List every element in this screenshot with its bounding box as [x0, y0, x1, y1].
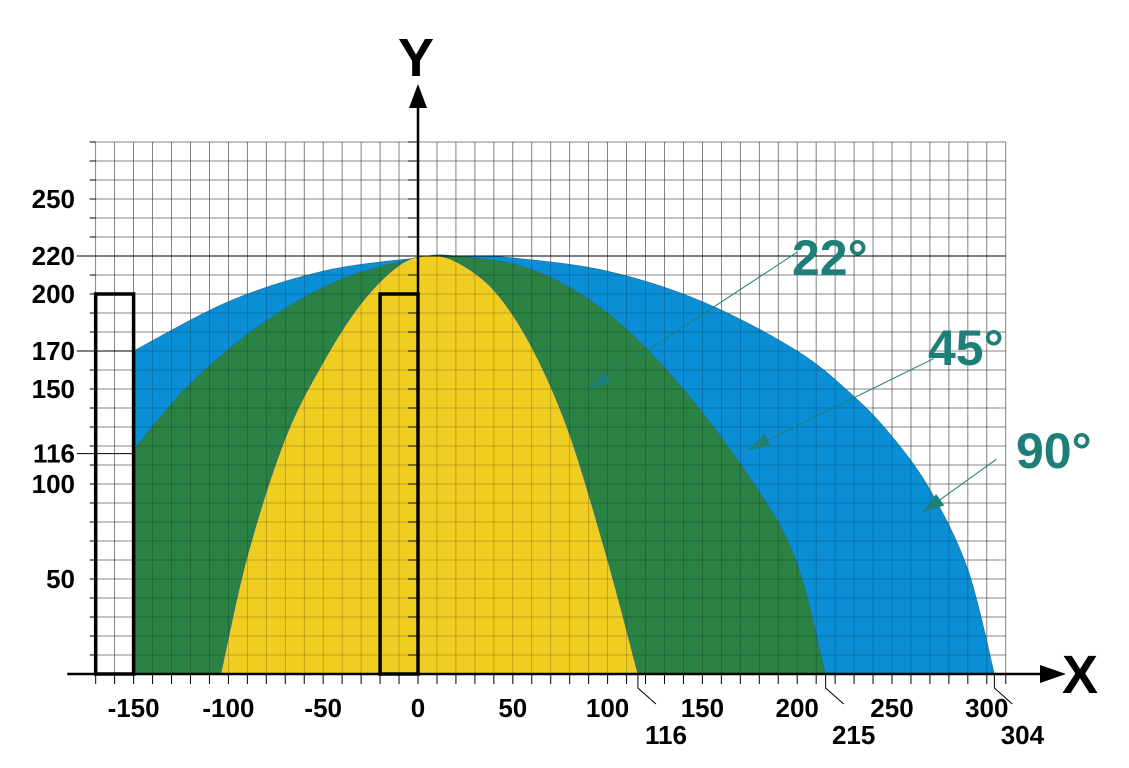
x-tick-label: -150 — [108, 693, 160, 723]
y-axis-arrow — [409, 84, 427, 108]
x-tick-label: 200 — [776, 693, 819, 723]
y-tick-label: 50 — [46, 564, 75, 594]
y-tick-label: 100 — [32, 469, 75, 499]
x-axis-label: X — [1062, 645, 1098, 705]
y-tick-label: 220 — [32, 241, 75, 271]
x-callout-leader — [637, 674, 657, 705]
y-tick-label: 116 — [33, 439, 75, 469]
x-callout-label: 116 — [645, 720, 687, 750]
angle-label-45deg: 45° — [928, 320, 1004, 376]
angle-label-90deg: 90° — [1016, 423, 1092, 479]
x-tick-label: 150 — [681, 693, 724, 723]
y-tick-label: 170 — [32, 336, 75, 366]
y-tick-label: 200 — [32, 279, 75, 309]
x-tick-label: 300 — [965, 693, 1008, 723]
y-axis-label: Y — [398, 28, 434, 88]
x-callout-leader — [993, 674, 1013, 705]
angle-leader-line — [747, 358, 934, 451]
x-axis-arrow — [1040, 665, 1066, 683]
x-tick-label: -50 — [304, 693, 342, 723]
axes — [67, 84, 1066, 684]
coverage-areas — [133, 254, 995, 675]
x-tick-label: 250 — [870, 693, 913, 723]
x-tick-label: -100 — [202, 693, 254, 723]
tick-labels: -150 -100 -50 0 50 100 150 200 250 30050100116150… — [32, 184, 1045, 750]
angle-arrowhead — [922, 493, 945, 513]
x-callout-leader — [825, 674, 844, 705]
angle-label-22deg: 22° — [792, 230, 868, 286]
grid-overlay — [95, 141, 1007, 674]
x-callout-label: 215 — [832, 720, 875, 750]
y-tick-label: 150 — [32, 374, 75, 404]
angle-arrowhead — [588, 371, 611, 389]
x-callout-label: 304 — [1001, 720, 1045, 750]
x-tick-label: 100 — [586, 693, 629, 723]
angle-annotations: 22° 45°90° — [588, 230, 1092, 513]
angle-arrowhead — [747, 433, 771, 450]
x-tick-label: 50 — [498, 693, 527, 723]
y-tick-label: 250 — [32, 184, 75, 214]
x-tick-label: 0 — [411, 693, 425, 723]
angle-leader-line — [588, 251, 798, 390]
